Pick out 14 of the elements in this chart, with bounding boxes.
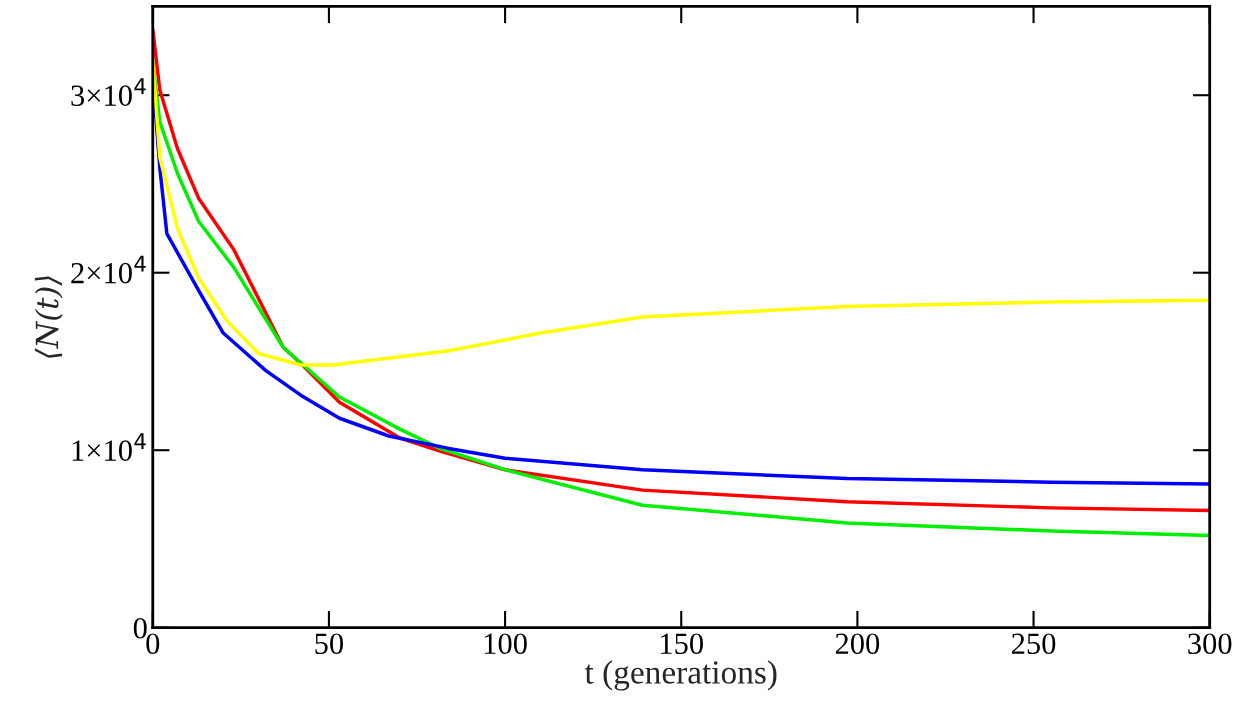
y-tick-label: 2×10$^{4}$ [71, 255, 146, 284]
x-tick-label: 100 [484, 633, 527, 655]
y-axis-title: ⟨N(t)⟩ [34, 276, 63, 358]
x-tick-label: 250 [1011, 633, 1056, 655]
line-series [152, 59, 1210, 367]
x-tick-label: 200 [835, 633, 880, 655]
x-tick-label: 300 [1188, 633, 1232, 655]
x-axis-title: t (generations) [584, 660, 777, 691]
x-tick-label: 50 [315, 633, 344, 655]
x-tick-label: 0 [146, 633, 160, 655]
x-tick-label: 150 [661, 633, 703, 655]
y-tick-label: 1×10$^{4}$ [72, 433, 146, 461]
y-tick-label: 3×10$^{4}$ [71, 78, 146, 106]
y-tick-label: 0 [133, 617, 147, 639]
